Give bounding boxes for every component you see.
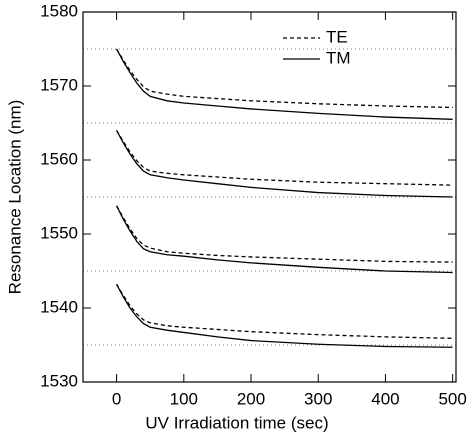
y-tick-label: 1560 [40, 149, 78, 168]
x-tick-label: 300 [304, 389, 332, 408]
series-line [116, 130, 453, 198]
x-tick-label: 400 [371, 389, 399, 408]
legend-label: TE [326, 27, 348, 46]
series-line [116, 130, 453, 186]
x-tick-label: 100 [170, 389, 198, 408]
y-tick-label: 1580 [40, 1, 78, 20]
x-axis-label: UV Irradiation time (sec) [145, 413, 328, 432]
x-tick-label: 500 [438, 389, 466, 408]
plot-frame [82, 11, 457, 383]
y-tick-label: 1530 [40, 371, 78, 390]
series-line [116, 48, 453, 120]
x-tick-label: 200 [237, 389, 265, 408]
x-tick-label: 0 [112, 389, 121, 408]
legend-label: TM [326, 48, 351, 67]
y-tick-label: 1550 [40, 223, 78, 242]
series-line [116, 284, 453, 348]
series-line [116, 283, 453, 339]
y-tick-label: 1570 [40, 75, 78, 94]
series-line [116, 48, 453, 109]
y-tick-label: 1540 [40, 297, 78, 316]
y-axis-label: Resonance Location (nm) [5, 100, 24, 295]
series-line [116, 205, 453, 263]
series-line [116, 205, 453, 274]
